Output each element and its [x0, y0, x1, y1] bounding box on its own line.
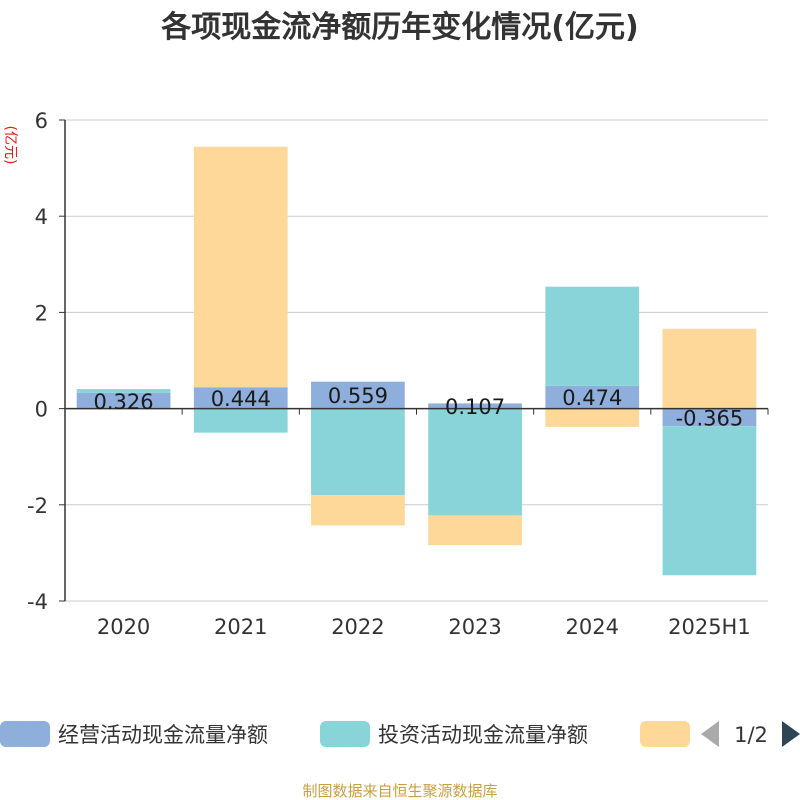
data-label-2025H1: -0.365	[676, 406, 744, 430]
bar-2021-series-2	[193, 146, 288, 388]
legend-label-0[interactable]: 经营活动现金流量净额	[58, 723, 268, 747]
data-label-2023: 0.107	[445, 395, 505, 419]
bar-2022-series-1	[311, 408, 405, 496]
data-label-2021: 0.444	[211, 387, 271, 411]
bar-2020-series-1	[76, 389, 171, 393]
bar-2024-series-0	[545, 385, 640, 409]
legend[interactable]: 经营活动现金流量净额 投资活动现金流量净额 1/2	[0, 721, 800, 747]
y-tick-label: 0	[35, 398, 48, 422]
bar-2025H1-series-2	[662, 328, 757, 409]
bar-2025H1-series-1	[662, 426, 757, 576]
x-tick-label: 2024	[566, 615, 619, 639]
x-tick-label: 2025H1	[668, 615, 751, 639]
bar-2023-series-2	[428, 515, 522, 546]
bar-2023-series-0	[428, 403, 522, 409]
bar-2024-series-1	[545, 286, 640, 386]
y-tick-label: 6	[35, 109, 48, 133]
x-tick-label: 2020	[97, 615, 150, 639]
y-tick-label: 2	[35, 301, 48, 325]
data-labels: 0.326 0.444 0.559 0.107 0.474 -0.365	[94, 384, 744, 430]
data-label-2022: 0.559	[328, 384, 388, 408]
bar-2024-series-2	[545, 408, 640, 427]
bars	[76, 146, 757, 576]
bar-2022-series-2	[311, 495, 405, 526]
data-label-2020: 0.326	[94, 390, 154, 414]
x-tick-label: 2022	[331, 615, 384, 639]
y-axis-ticks: -4 -2 0 2 4 6	[27, 109, 65, 614]
bar-2020-series-0	[76, 392, 171, 409]
legend-page-indicator: 1/2	[734, 723, 768, 747]
y-axis-label: (亿元)	[2, 126, 18, 165]
y-tick-label: 4	[35, 205, 48, 229]
data-label-2024: 0.474	[562, 386, 622, 410]
axes	[64, 120, 769, 601]
bar-2025H1-series-0	[662, 408, 757, 427]
x-tick-label: 2023	[448, 615, 501, 639]
legend-swatch-0[interactable]	[0, 721, 50, 747]
x-axis-ticks: 2020 2021 2022 2023 2024 2025H1	[97, 615, 751, 639]
bar-2021-series-1	[193, 408, 288, 433]
bar-2022-series-0	[311, 381, 405, 409]
source-footer: 制图数据来自恒生聚源数据库	[302, 782, 497, 800]
y-tick-label: -4	[27, 590, 48, 614]
x-tick-label: 2021	[214, 615, 267, 639]
legend-swatch-2[interactable]	[640, 721, 690, 747]
legend-swatch-1[interactable]	[320, 721, 370, 747]
legend-next-icon[interactable]	[782, 721, 800, 747]
legend-prev-icon[interactable]	[701, 721, 719, 747]
bar-2021-series-0	[193, 387, 288, 409]
bar-2023-series-1	[428, 408, 522, 516]
legend-label-1[interactable]: 投资活动现金流量净额	[378, 723, 588, 747]
chart-title: 各项现金流净额历年变化情况(亿元)	[160, 10, 638, 45]
y-tick-label: -2	[27, 494, 48, 518]
